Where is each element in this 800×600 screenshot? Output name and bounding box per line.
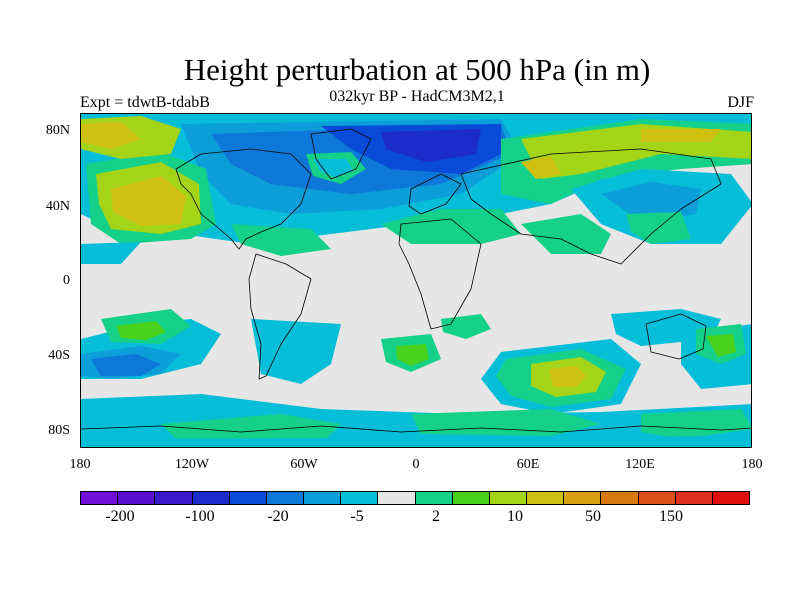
lon-tick-label: 120E bbox=[625, 457, 655, 472]
contour-region bbox=[521, 156, 561, 179]
contour-region bbox=[231, 224, 331, 256]
lon-tick-label: 120W bbox=[174, 457, 210, 472]
colorbar-label: 10 bbox=[507, 508, 523, 525]
season-label: DJF bbox=[727, 94, 754, 111]
coastline bbox=[310, 128, 372, 180]
colorbar-box bbox=[489, 492, 528, 504]
lat-tick-label: 40N bbox=[45, 199, 70, 214]
contour-region bbox=[381, 209, 521, 244]
contour-region bbox=[601, 182, 701, 222]
colorbar-box bbox=[341, 492, 379, 504]
colorbar-box bbox=[675, 492, 713, 504]
colorbar-box bbox=[155, 492, 193, 504]
colorbar-box bbox=[81, 492, 119, 504]
contour-region bbox=[81, 242, 141, 264]
colorbar-box bbox=[229, 492, 267, 504]
lon-tick-label: 60W bbox=[290, 457, 318, 472]
map-panel bbox=[80, 113, 752, 448]
lat-tick-label: 80S bbox=[48, 423, 70, 438]
coastline bbox=[408, 173, 462, 215]
contour-region bbox=[116, 321, 166, 340]
contour-region bbox=[313, 159, 353, 178]
contour-region bbox=[521, 214, 611, 254]
colorbar-box bbox=[192, 492, 230, 504]
coastline bbox=[645, 313, 707, 360]
colorbar-box bbox=[564, 492, 602, 504]
colorbar-box bbox=[452, 492, 490, 504]
contour-region bbox=[251, 319, 341, 384]
colorbar-label: -20 bbox=[267, 508, 289, 525]
contour-region bbox=[641, 129, 721, 142]
colorbar bbox=[80, 491, 750, 505]
colorbar-box bbox=[601, 492, 639, 504]
colorbar-box bbox=[118, 492, 156, 504]
lat-tick-label: 80N bbox=[45, 123, 70, 138]
contour-region bbox=[706, 334, 736, 357]
contour-region bbox=[641, 409, 751, 439]
colorbar-label: -200 bbox=[105, 508, 135, 525]
contour-region bbox=[81, 436, 751, 447]
contour-region bbox=[111, 176, 186, 226]
contour-region bbox=[91, 354, 161, 376]
lon-tick-label: 0 bbox=[412, 457, 420, 472]
colorbar-label: -5 bbox=[350, 508, 364, 525]
contour-fields bbox=[81, 114, 751, 447]
lat-tick-label: 40S bbox=[48, 348, 70, 363]
height-field-map bbox=[81, 114, 751, 447]
colorbar-label: -100 bbox=[185, 508, 215, 525]
contour-region bbox=[549, 366, 586, 387]
lon-tick-label: 60E bbox=[516, 457, 540, 472]
colorbar-box bbox=[712, 492, 750, 504]
coastline bbox=[248, 253, 312, 380]
lon-tick-label: 180 bbox=[69, 457, 91, 472]
map-title: Height perturbation at 500 hPa (in m) bbox=[183, 52, 651, 87]
coastline bbox=[81, 425, 751, 433]
colorbar-label: 150 bbox=[659, 508, 683, 525]
colorbar-box bbox=[266, 492, 305, 504]
colorbar-box bbox=[304, 492, 342, 504]
contour-region bbox=[81, 122, 141, 149]
coastline bbox=[398, 218, 482, 330]
colorbar-label: 2 bbox=[432, 508, 440, 525]
lon-tick-label: 180 bbox=[741, 457, 763, 472]
colorbar-box bbox=[378, 492, 416, 504]
experiment-label: Expt = tdwtB-tdabB bbox=[80, 94, 210, 111]
coastline bbox=[175, 148, 312, 250]
coastline bbox=[460, 148, 722, 265]
contour-region bbox=[396, 344, 429, 366]
map-subtitle: 032kyr BP - HadCM3M2,1 bbox=[329, 88, 505, 105]
colorbar-box bbox=[527, 492, 565, 504]
contour-region bbox=[161, 414, 341, 444]
colorbar-box bbox=[415, 492, 453, 504]
colorbar-label: 50 bbox=[585, 508, 601, 525]
coastlines bbox=[81, 128, 751, 433]
colorbar-box bbox=[638, 492, 676, 504]
lat-tick-label: 0 bbox=[63, 273, 70, 288]
contour-region bbox=[381, 129, 481, 162]
